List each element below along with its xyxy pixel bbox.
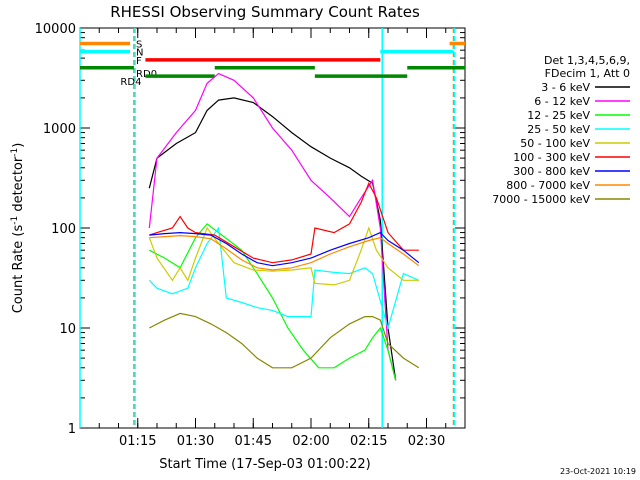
x-tick-label: 01:15 [119,434,156,449]
y-tick-label: 10000 [35,22,76,37]
series-line [149,234,420,271]
x-axis: 01:15 01:30 01:45 02:00 02:15 02:30 [79,28,466,449]
footer-timestamp: 23-Oct-2021 10:19 [560,467,636,476]
y-tick-label: 100 [51,222,76,237]
series-line [149,181,419,264]
state-bar-label: S [136,39,142,50]
y-axis: 1 10 100 1000 10000 [35,22,465,437]
legend-entry-label: 50 - 100 keV [520,137,590,150]
legend-entry-label: 3 - 6 keV [541,81,590,94]
y-tick-label: 1000 [43,122,76,137]
legend-entry-label: 12 - 25 keV [527,109,590,122]
state-bar-label: RD4 [120,77,141,88]
y-axis-label-part: Count Rate (s [11,225,26,314]
x-tick-label: 02:15 [350,434,387,449]
y-axis-label: Count Rate (s-1 detector-1) [10,143,26,314]
y-axis-label-sup: -1 [10,216,20,225]
series-line [148,72,397,381]
series-line [149,312,420,369]
series-lines [148,72,420,381]
legend-header: FDecim 1, Att 0 [545,67,630,80]
legend-header: Det 1,3,4,5,6,9, [544,54,630,67]
legend-entry-label: 800 - 7000 keV [506,179,590,192]
x-axis-label: Start Time (17-Sep-03 01:00:22) [159,457,370,472]
legend-entry-label: 25 - 50 keV [527,123,590,136]
vertical-markers [79,28,456,428]
series-line [149,223,397,381]
y-tick-label: 1 [68,422,76,437]
chart-title: RHESSI Observing Summary Count Rates [110,3,420,21]
legend-entry-label: 7000 - 15000 keV [492,193,590,206]
x-tick-label: 01:45 [235,434,272,449]
x-tick-label: 01:30 [177,434,214,449]
y-axis-label-part: detector [11,156,26,216]
x-tick-label: 02:00 [292,434,329,449]
legend-entry-label: 6 - 12 keV [534,95,590,108]
series-line [148,226,420,331]
series-line [149,231,420,267]
legend-entry-label: 100 - 300 keV [513,151,590,164]
state-bar-label: N [136,48,143,59]
legend: Det 1,3,4,5,6,9, FDecim 1, Att 0 3 - 6 k… [492,54,630,206]
y-axis-label-sup: -1 [10,148,20,157]
legend-entry-label: 300 - 800 keV [513,165,590,178]
y-axis-label-part: ) [11,143,26,148]
state-bar-label: F [136,56,142,67]
state-bar-label: RD0 [136,69,157,80]
x-tick-label: 02:30 [408,434,445,449]
y-tick-label: 10 [59,322,76,337]
